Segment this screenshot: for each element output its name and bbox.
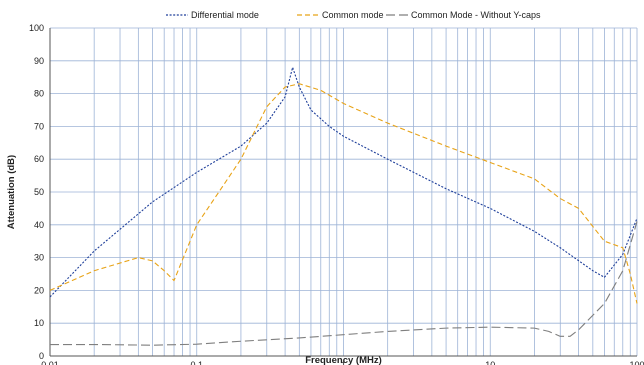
series-line-2 (49, 83, 638, 304)
y-axis-title: Attenuation (dB) (6, 155, 17, 229)
axis-ticks: 0 10 20 30 40 50 60 70 80 90 100 0.01 0.1 1 10 100 (29, 23, 644, 365)
x-tick-label: 10 (485, 360, 495, 365)
y-tick-label: 10 (34, 318, 44, 328)
y-tick-label: 50 (34, 187, 44, 197)
y-tick-label: 0 (39, 351, 44, 361)
x-tick-label: 0.01 (41, 360, 59, 365)
series-line-1 (49, 66, 638, 298)
y-tick-label: 30 (34, 253, 44, 263)
legend: Differential mode Common mode Common Mode … (166, 10, 541, 20)
grid (49, 27, 638, 357)
y-tick-label: 20 (34, 285, 44, 295)
x-tick-label: 0.1 (190, 360, 203, 365)
y-tick-label: 60 (34, 154, 44, 164)
x-tick-label: 100 (629, 360, 644, 365)
series-lines (49, 66, 638, 346)
legend-label-2: Common mode (322, 10, 384, 20)
y-tick-label: 40 (34, 220, 44, 230)
y-tick-label: 80 (34, 89, 44, 99)
x-tick-label: 1 (341, 360, 346, 365)
y-tick-label: 100 (29, 23, 44, 33)
y-tick-label: 90 (34, 56, 44, 66)
x-axis-title: Frequency (MHz) (305, 355, 382, 365)
legend-label-1: Differential mode (191, 10, 259, 20)
legend-label-3: Common Mode - Without Y-caps (411, 10, 541, 20)
series-line-3 (50, 221, 638, 346)
y-tick-label: 70 (34, 121, 44, 131)
